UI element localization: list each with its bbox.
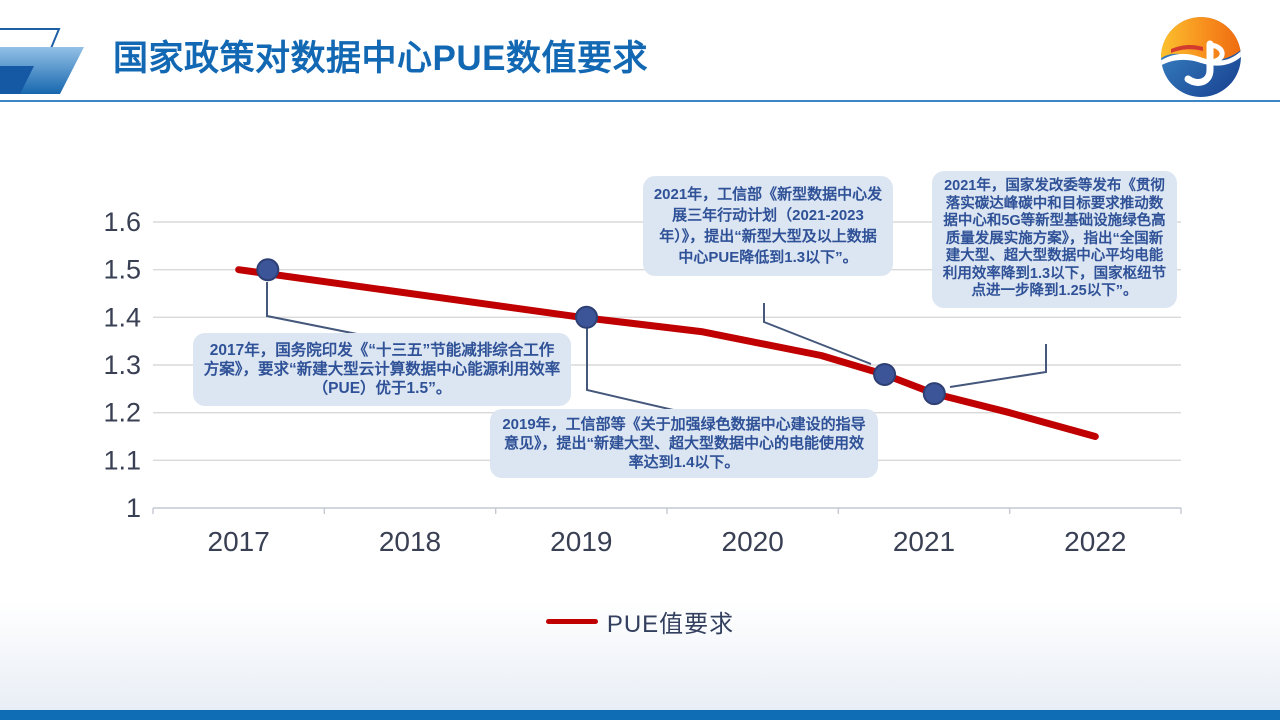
y-axis-tick-label: 1.5 [103, 255, 141, 285]
annotation-policy-2021-miit: 2021年，工信部《新型数据中心发展三年行动计划（2021-2023年）》，提出… [643, 176, 893, 276]
annotation-policy-2017: 2017年，国务院印发《“十三五”节能减排综合工作方案》，要求“新建大型云计算数… [193, 333, 571, 406]
annotation-connector [266, 282, 358, 335]
x-axis-tick-label: 2017 [208, 526, 270, 557]
y-axis-tick-label: 1.1 [103, 445, 141, 475]
x-axis-tick-label: 2019 [550, 526, 612, 557]
header-corner-decoration [0, 28, 84, 94]
x-axis-tick-label: 2020 [722, 526, 784, 557]
annotation-policy-2019: 2019年，工信部等《关于加强绿色数据中心建设的指导意见》，提出“新建大型、超大… [490, 409, 878, 478]
chart-legend: PUE值要求 [0, 604, 1280, 639]
annotation-connector [586, 328, 683, 413]
data-point-marker [922, 382, 946, 406]
header-divider [0, 100, 1280, 102]
x-axis-tick-label: 2021 [893, 526, 955, 557]
data-point-marker [575, 305, 598, 329]
data-point-marker [873, 363, 897, 386]
footer-gradient [0, 600, 1280, 710]
y-axis-tick-label: 1.6 [103, 207, 141, 237]
annotation-policy-2021-ndrc: 2021年，国家发改委等发布《贯彻落实碳达峰碳中和目标要求推动数据中心和5G等新… [932, 171, 1177, 308]
y-axis-tick-label: 1.4 [103, 302, 141, 332]
data-point-marker [256, 258, 280, 282]
legend-line-swatch [545, 619, 598, 624]
y-axis-tick-label: 1 [126, 493, 141, 523]
annotation-connector [763, 303, 872, 365]
page-title: 国家政策对数据中心PUE数值要求 [113, 39, 648, 78]
y-axis-tick-label: 1.3 [103, 350, 141, 380]
x-axis-tick-label: 2022 [1064, 526, 1126, 557]
legend-label: PUE值要求 [606, 611, 735, 638]
annotation-connector [949, 344, 1047, 388]
y-axis-tick-label: 1.2 [103, 398, 141, 428]
footer-blue-bar [0, 710, 1280, 720]
jp-company-logo-icon [1161, 17, 1241, 97]
x-axis-tick-label: 2018 [379, 526, 441, 557]
